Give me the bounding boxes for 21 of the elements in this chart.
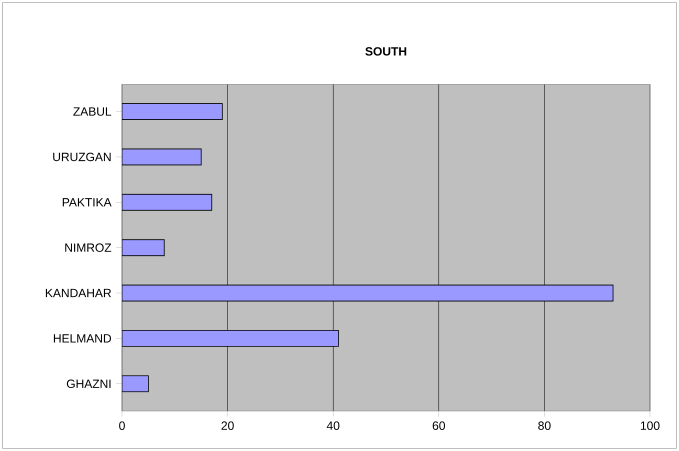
x-tick-label: 20 [222,421,234,430]
bar [122,375,149,392]
bar [122,239,165,256]
y-tick-label: ZABUL [73,107,112,116]
y-tick-label: NIMROZ [65,243,112,252]
y-tick-label: URUZGAN [53,152,111,162]
y-tick-label: PAKTIKA [62,198,112,206]
chart-title: SOUTH [365,47,406,56]
x-tick-label: 80 [538,421,551,430]
y-tick-label: GHAZNI [66,380,110,388]
y-tick-label: HELMAND [54,334,112,343]
y-tick-label: KANDAHAR [46,288,112,298]
bar [122,284,614,302]
bar [122,330,339,347]
bar [122,103,223,120]
x-tick-label: 0 [119,421,125,430]
bar [122,194,212,211]
x-tick-label: 60 [432,421,446,430]
bar [122,148,202,166]
x-tick-label: 40 [326,421,340,430]
x-tick-label: 100 [640,421,660,430]
